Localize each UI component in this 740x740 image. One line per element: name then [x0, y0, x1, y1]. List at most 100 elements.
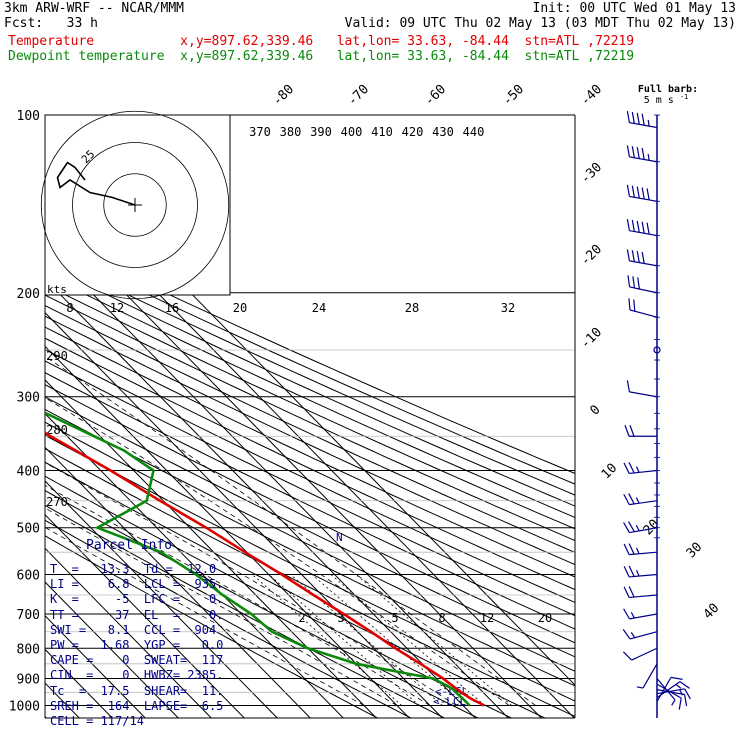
wind-barb-flag — [631, 185, 635, 198]
wind-barb-flag — [627, 521, 635, 533]
wind-barb-flag — [631, 111, 635, 124]
wind-barb — [628, 298, 658, 318]
hodograph-ring — [72, 142, 198, 268]
mixing-ratio-lower-label: 12 — [480, 611, 494, 625]
wind-barb — [656, 681, 690, 699]
isotherm-tick-label: -40 — [578, 82, 605, 109]
wind-barb-half-flag — [636, 547, 640, 554]
parcel-info-row: LI = 6.8 LCL = 935. — [50, 577, 224, 592]
dry-adiabat-line — [45, 421, 575, 687]
wind-barb-staff — [631, 647, 658, 661]
hodograph-units: kts — [47, 283, 67, 296]
parcel-info-row: SREH = 164 LAPSE= 6.5 — [50, 698, 224, 713]
wind-barb-flag — [684, 688, 691, 700]
isotherm-tick-label: 40 — [701, 601, 723, 623]
parcel-info-row: TT = 37 EL = 0. — [50, 607, 224, 622]
wind-barb — [626, 145, 658, 163]
wind-barb — [626, 184, 658, 202]
wind-barb-staff — [629, 156, 658, 163]
wind-barb-flag — [627, 275, 631, 288]
lcl-marker: <-LCL — [433, 695, 466, 708]
wind-barb — [627, 275, 658, 294]
moisture-marker: N — [336, 531, 343, 544]
theta-lower-label: 290 — [46, 349, 68, 363]
isotherm-line — [45, 614, 146, 718]
model-title: 3km ARW-WRF -- NCAR/MMM — [4, 1, 185, 16]
dry-adiabat-line — [45, 360, 575, 617]
dry-adiabat-line — [45, 372, 575, 630]
wind-barb-staff — [629, 631, 658, 640]
forecast-hour: Fcst: 33 h — [4, 16, 98, 31]
hodograph-ring — [103, 173, 167, 237]
wind-barb-flag — [624, 425, 630, 437]
wind-barb-half-flag — [630, 632, 636, 638]
wind-barb — [626, 111, 658, 129]
isotherm-tick-label: 0 — [587, 402, 603, 418]
isotherm-tick-label: -50 — [500, 82, 527, 109]
wind-barb-half-flag — [635, 466, 640, 473]
wind-barb-flag — [631, 146, 635, 158]
wind-calm-circle — [653, 346, 661, 354]
wind-barb-staff — [642, 663, 658, 689]
theta-tick-label: 390 — [310, 125, 332, 139]
dry-adiabat-line — [45, 408, 575, 672]
mixing-ratio-lower-label: 3 — [337, 611, 344, 625]
wind-barb-flag — [626, 111, 631, 123]
dewpoint-profile — [45, 411, 471, 707]
dry-adiabat-line — [45, 304, 575, 554]
wind-barb-staff — [629, 391, 658, 398]
wind-barb-flag — [646, 188, 650, 201]
mixing-ratio-tick-label: 16 — [165, 301, 179, 315]
wind-barb — [622, 647, 658, 661]
dry-adiabat-line — [45, 315, 575, 566]
mixing-ratio-line — [268, 574, 420, 706]
isotherm-tick-label: -70 — [345, 82, 372, 109]
wind-barb — [626, 380, 658, 398]
wind-barb — [623, 586, 658, 599]
parcel-info-row: PW = 1.68 YGP = 0.0 — [50, 638, 224, 652]
wind-barb-staff — [629, 230, 658, 237]
wind-barb-staff — [656, 683, 682, 699]
wind-barb — [623, 521, 658, 534]
wind-barb-flag — [623, 543, 630, 555]
wind-barb-flag — [631, 219, 635, 232]
mixing-ratio-line — [252, 574, 402, 706]
wind-barb — [623, 608, 658, 620]
wind-barb — [656, 678, 676, 706]
wind-barb-flag — [626, 249, 631, 261]
dry-adiabat-line — [45, 519, 412, 718]
isotherm-tick-label: 10 — [599, 461, 621, 483]
theta-tick-label: 400 — [341, 125, 363, 139]
wind-barb-flag — [628, 565, 635, 577]
moist-adiabat-line — [45, 526, 365, 706]
mixing-ratio-line — [330, 574, 486, 706]
wind-barbs — [622, 111, 691, 718]
isotherm-tick-label: -80 — [270, 82, 297, 109]
wind-barb-flag — [636, 146, 640, 159]
wind-barb — [636, 663, 658, 689]
wind-barb — [626, 219, 658, 237]
pressure-tick-label: 700 — [17, 608, 40, 623]
moist-adiabat-line — [45, 507, 398, 706]
wind-barb-flag — [628, 543, 635, 555]
wind-legend-units: 5 m s -1 — [644, 93, 689, 106]
wind-barb — [623, 543, 658, 556]
wind-barb-flag — [622, 629, 631, 640]
temperature-legend: Temperature x,y=897.62,339.46 lat,lon= 3… — [8, 34, 635, 49]
dry-adiabat-line — [45, 284, 575, 530]
pressure-tick-label: 600 — [17, 568, 40, 583]
mixing-ratio-tick-label: 24 — [312, 301, 326, 315]
parcel-info-row: T = 13.3 Td = 12.0 — [50, 562, 217, 576]
wind-barb-flag — [641, 113, 645, 126]
isotherm-line — [45, 311, 443, 718]
theta-tick-label: 440 — [463, 125, 485, 139]
wind-barb-flag — [641, 251, 645, 264]
mixing-ratio-tick-label: 20 — [233, 301, 247, 315]
theta-lower-label: 270 — [46, 495, 68, 509]
wind-barb — [626, 249, 658, 267]
wind-barb-flag — [678, 698, 682, 710]
dry-adiabat-line — [45, 461, 546, 718]
dry-adiabat-line — [45, 244, 575, 485]
wind-barb-flag — [636, 250, 640, 263]
dry-adiabat-line — [45, 294, 575, 542]
